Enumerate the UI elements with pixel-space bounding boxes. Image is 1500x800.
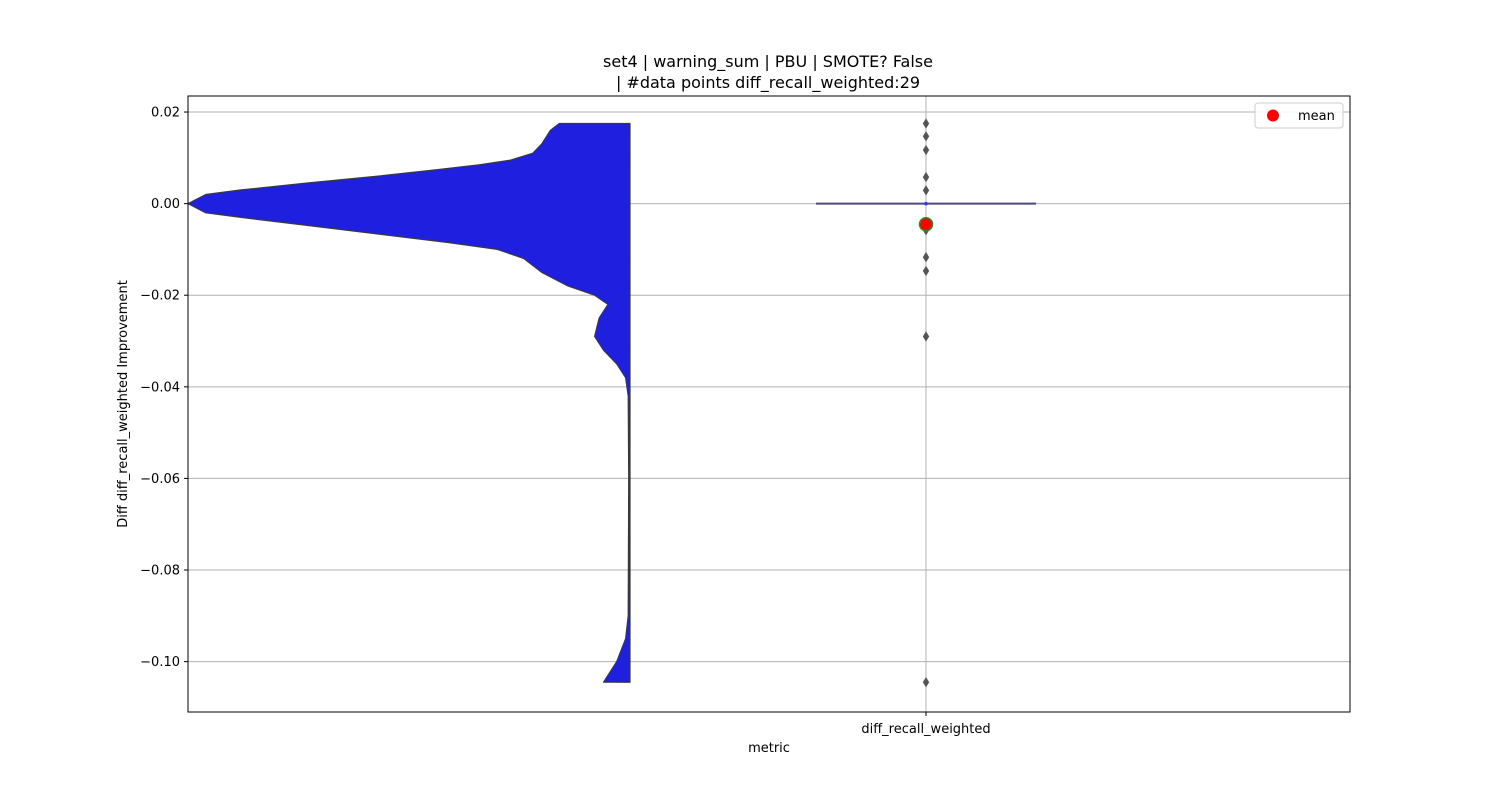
- outlier-point: [922, 144, 930, 156]
- outlier-point: [922, 252, 930, 263]
- outlier-point: [922, 171, 930, 183]
- y-tick-label: −0.06: [140, 472, 180, 487]
- mean-marker: [918, 216, 934, 232]
- legend-mean-label: mean: [1298, 109, 1335, 124]
- y-axis-ticks: 0.02 0.00 −0.02 −0.04 −0.06 −0.08 −0.10: [140, 106, 188, 670]
- y-tick-label: −0.10: [140, 655, 180, 670]
- y-axis-label: Diff diff_recall_weighted Improvement: [116, 280, 131, 528]
- y-tick-label: 0.02: [151, 106, 180, 121]
- chart-title-line2: | #data points diff_recall_weighted:29: [616, 73, 920, 93]
- outlier-point: [922, 118, 930, 129]
- violin-body: [187, 122, 631, 683]
- legend: mean: [1254, 102, 1344, 129]
- y-tick-label: 0.00: [151, 197, 180, 212]
- legend-frame: [1254, 102, 1344, 129]
- plot-frame: [187, 95, 1351, 713]
- outlier-point: [922, 131, 930, 142]
- outlier-point: [922, 331, 930, 342]
- x-tick-label: diff_recall_weighted: [861, 722, 990, 737]
- outlier-point: [922, 677, 930, 688]
- box-plot: [816, 118, 1036, 688]
- outlier-point: [922, 265, 930, 277]
- x-axis-ticks: diff_recall_weighted: [861, 712, 991, 737]
- y-tick-label: −0.08: [140, 564, 180, 579]
- outlier-point: [922, 185, 930, 196]
- violin-plot: [187, 122, 631, 683]
- legend-mean-marker: [1267, 109, 1279, 122]
- chart-title-line1: set4 | warning_sum | PBU | SMOTE? False: [603, 52, 933, 72]
- y-tick-label: −0.04: [140, 380, 180, 395]
- box-center-point: [924, 201, 928, 206]
- y-tick-label: −0.02: [140, 289, 180, 304]
- x-axis-label: metric: [748, 741, 790, 756]
